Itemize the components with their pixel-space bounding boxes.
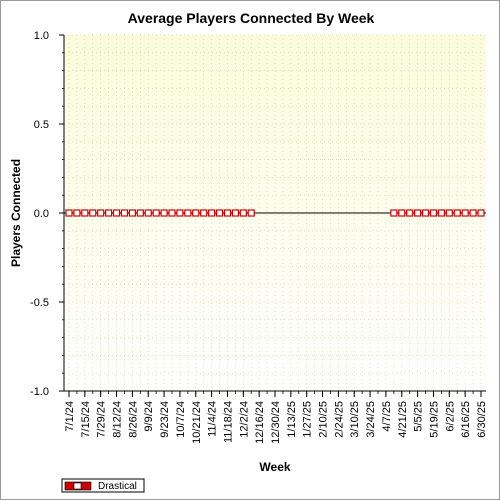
data-point <box>437 209 445 217</box>
legend-marker <box>73 482 82 490</box>
x-tick-label: 10/7/24 <box>175 401 187 438</box>
data-point <box>105 209 113 217</box>
x-tick-label: 8/12/24 <box>112 401 124 438</box>
data-point <box>223 209 232 217</box>
y-tick-label: 0.5 <box>34 119 49 131</box>
x-tick-label: 5/19/25 <box>428 401 440 438</box>
data-point <box>453 209 461 217</box>
series-layer <box>64 209 486 217</box>
y-tick-label: -0.5 <box>30 297 49 309</box>
x-tick-label: 7/1/24 <box>64 401 76 432</box>
data-point <box>231 209 239 217</box>
data-point <box>128 209 136 217</box>
x-tick-label: 7/29/24 <box>96 401 108 438</box>
x-tick-label: 3/10/25 <box>349 401 361 438</box>
data-point <box>406 209 414 217</box>
data-point <box>120 209 129 217</box>
x-tick-label: 9/9/24 <box>143 401 155 432</box>
data-point <box>160 209 168 217</box>
x-tick-label: 12/16/24 <box>254 401 266 444</box>
legend-label: Drastical <box>98 481 137 492</box>
x-tick-label: 6/16/25 <box>460 401 472 438</box>
x-tick-label: 1/13/25 <box>286 401 298 438</box>
data-point <box>112 209 121 217</box>
data-point <box>73 209 81 217</box>
data-point <box>97 209 105 217</box>
x-tick-label: 1/27/25 <box>302 401 314 438</box>
data-point <box>144 209 152 217</box>
data-point <box>215 209 224 217</box>
x-tick-label: 11/4/24 <box>207 401 219 437</box>
x-tick-label: 5/5/25 <box>413 401 425 432</box>
chart-title: Average Players Connected By Week <box>128 10 375 26</box>
data-point <box>477 209 485 217</box>
data-point <box>208 209 216 217</box>
x-tick-label: 7/15/24 <box>80 401 92 438</box>
x-tick-label: 2/10/25 <box>318 401 330 438</box>
grid <box>64 34 486 392</box>
x-tick-label: 6/30/25 <box>476 401 488 438</box>
x-tick-label: 11/18/24 <box>222 401 234 443</box>
x-tick-label: 8/26/24 <box>127 401 139 438</box>
data-point <box>469 209 477 217</box>
x-tick-label: 4/7/25 <box>381 401 393 432</box>
x-axis-title: Week <box>259 460 290 474</box>
x-tick-label: 2/24/25 <box>333 401 345 438</box>
data-point <box>421 209 430 217</box>
x-axis: 7/1/24 7/15/24 7/29/24 8/12/24 8/26/24 9/9/24… <box>64 390 488 444</box>
data-point <box>168 209 176 217</box>
data-point <box>176 209 184 217</box>
x-tick-label: 9/23/24 <box>159 401 171 438</box>
x-tick-label: 4/21/25 <box>397 401 409 438</box>
y-axis: 1.0 0.5 0.0 -0.5 -1.0 <box>30 30 65 398</box>
y-tick-label: -1.0 <box>30 386 49 398</box>
x-tick-label: 10/21/24 <box>191 401 203 444</box>
legend: Drastical <box>61 478 145 493</box>
y-axis-title: Players Connected <box>9 159 23 267</box>
y-tick-label: 0.0 <box>34 208 49 220</box>
data-point <box>239 209 247 217</box>
data-point <box>461 209 469 217</box>
x-tick-label: 12/2/24 <box>238 401 250 438</box>
data-point <box>152 209 160 217</box>
data-point <box>414 209 422 217</box>
data-point <box>89 209 97 217</box>
data-point <box>247 209 255 217</box>
data-point <box>65 209 73 217</box>
x-tick-label: 6/2/25 <box>444 401 456 432</box>
data-point <box>81 209 89 217</box>
data-point <box>184 209 192 217</box>
data-point <box>445 209 453 217</box>
data-point <box>429 209 438 217</box>
data-point <box>390 209 398 217</box>
data-point <box>192 209 200 217</box>
x-tick-label: 12/30/24 <box>270 401 282 444</box>
data-point <box>136 209 144 217</box>
y-tick-label: 1.0 <box>34 30 49 42</box>
x-tick-label: 3/24/25 <box>365 401 377 438</box>
data-point <box>398 209 406 217</box>
data-point <box>200 209 208 217</box>
